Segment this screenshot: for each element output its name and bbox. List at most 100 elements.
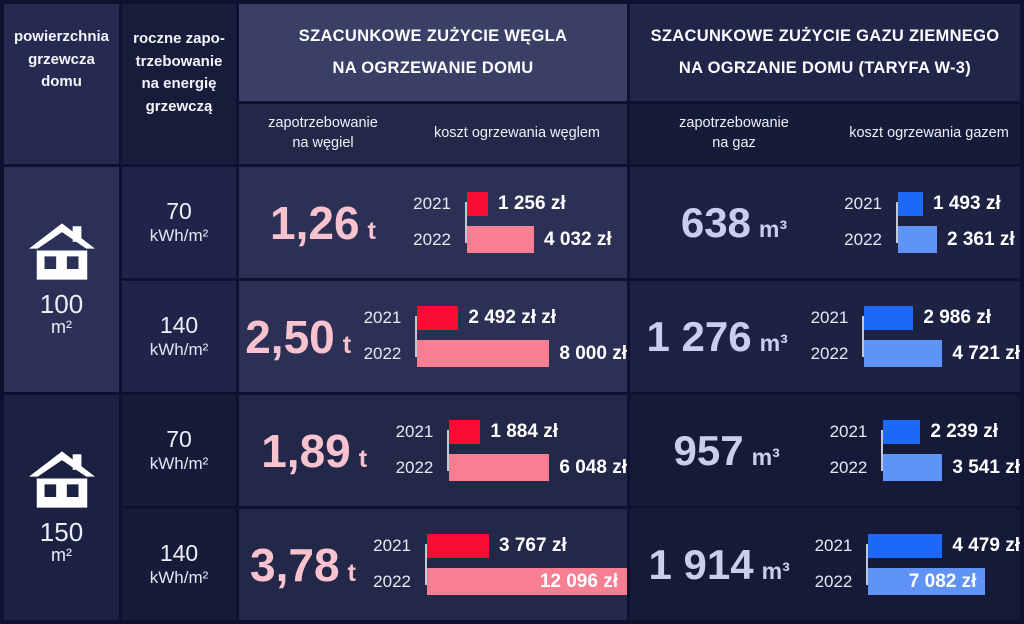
chart-axis-line bbox=[425, 544, 427, 585]
coal-amount-value: 2,50 bbox=[245, 310, 335, 363]
coal-data-cell: 2,50 t 2021 2 492 zł zł 2022 8 000 zł bbox=[239, 281, 627, 392]
gas-data-cell: 638 m³ 2021 1 493 zł 2022 2 361 zł bbox=[630, 167, 1020, 278]
heat-demand-cell: 70 kWh/m² bbox=[122, 395, 236, 506]
year-label: 2021 bbox=[844, 194, 882, 213]
gas-cost-bar-2021 bbox=[864, 306, 914, 330]
gas-cost-bar-2022 bbox=[898, 226, 937, 253]
cost-value-label: 1 884 zł bbox=[490, 421, 558, 442]
gas-subheader-row: zapotrzebowanie na gaz koszt ogrzewania … bbox=[630, 104, 1020, 164]
coal-amount: 3,78 t bbox=[239, 542, 367, 588]
cost-value-label: 2 492 zł zł bbox=[468, 307, 557, 328]
house-area-value: 150 bbox=[39, 516, 84, 547]
gas-cost-chart: 2021 2 986 zł 2022 4 721 zł bbox=[804, 306, 1020, 367]
gas-amount-value: 1 914 bbox=[648, 540, 754, 588]
coal-cost-subheader: koszt ogrzewania węglem bbox=[433, 125, 601, 142]
cost-value-label: 4 479 zł bbox=[952, 535, 1020, 556]
coal-cost-bar-2022 bbox=[417, 340, 550, 367]
chart-axis-line bbox=[862, 316, 865, 357]
coal-amount-unit: t bbox=[342, 330, 352, 359]
coal-data-cell: 1,89 t 2021 1 884 zł 2022 6 048 zł bbox=[239, 395, 627, 506]
coal-bar-row-2021: 2021 3 767 zł bbox=[367, 534, 627, 558]
house-area-value: 100 bbox=[39, 288, 84, 319]
gas-cost-bar-2022: 7 082 zł bbox=[868, 568, 986, 595]
heat-demand-unit: kWh/m² bbox=[149, 568, 209, 588]
chart-axis-line bbox=[415, 316, 418, 357]
heat-demand-cell: 70 kWh/m² bbox=[122, 167, 236, 278]
year-label: 2021 bbox=[363, 308, 402, 327]
gas-section-header: SZACUNKOWE ZUŻYCIE GAZU ZIEMNEGO NA OGRZ… bbox=[630, 4, 1020, 101]
house-100-cell: 100 m² bbox=[4, 167, 119, 392]
cost-value-label: 2 361 zł bbox=[947, 228, 1015, 250]
house-icon bbox=[28, 451, 95, 508]
heat-demand-cell: 140 kWh/m² bbox=[122, 281, 236, 392]
coal-cost-chart: 2021 2 492 zł zł 2022 8 000 zł bbox=[357, 306, 627, 367]
year-label: 2021 bbox=[810, 308, 849, 327]
gas-amount-unit: m³ bbox=[761, 557, 790, 584]
gas-amount: 638 m³ bbox=[630, 198, 838, 246]
year-label: 2021 bbox=[373, 536, 411, 555]
house-icon bbox=[28, 223, 95, 280]
year-label: 2021 bbox=[814, 536, 853, 555]
gas-data-cell: 957 m³ 2021 2 239 zł 2022 3 541 zł bbox=[630, 395, 1020, 506]
coal-amount: 2,50 t bbox=[239, 314, 357, 360]
gas-amount-unit: m³ bbox=[758, 215, 788, 242]
demand-column-header-cell: roczne zapo- trzebowanie na energię grze… bbox=[122, 4, 236, 164]
gas-cost-chart: 2021 2 239 zł 2022 3 541 zł bbox=[823, 420, 1020, 481]
heat-demand-cell: 140 kWh/m² bbox=[122, 509, 236, 620]
cost-value-label: 6 048 zł bbox=[559, 456, 627, 478]
gas-bar-row-2022: 2022 7 082 zł bbox=[808, 568, 1020, 595]
coal-bar-row-2021: 2021 2 492 zł zł bbox=[357, 306, 627, 330]
gas-amount-unit: m³ bbox=[759, 329, 788, 356]
coal-cost-bar-2022 bbox=[449, 454, 550, 481]
coal-section-header: SZACUNKOWE ZUŻYCIE WĘGLA NA OGRZEWANIE D… bbox=[239, 4, 627, 101]
cost-value-label: 8 000 zł bbox=[559, 342, 627, 364]
gas-amount-value: 1 276 bbox=[646, 312, 752, 360]
coal-amount-value: 3,78 bbox=[250, 538, 340, 591]
chart-axis-line bbox=[465, 202, 467, 243]
year-label: 2022 bbox=[814, 571, 853, 591]
area-column-header-cell: powierzchnia grzewcza domu bbox=[4, 4, 119, 164]
coal-data-cell: 1,26 t 2021 1 256 zł 2022 4 032 zł bbox=[239, 167, 627, 278]
gas-bar-row-2022: 2022 3 541 zł bbox=[823, 454, 1020, 481]
coal-section-title: SZACUNKOWE ZUŻYCIE WĘGLA NA OGRZEWANIE D… bbox=[298, 27, 568, 77]
coal-bar-row-2022: 2022 6 048 zł bbox=[389, 454, 627, 481]
coal-demand-subheader: zapotrzebowanie na węgiel bbox=[268, 115, 378, 151]
heat-demand-unit: kWh/m² bbox=[149, 226, 209, 246]
cost-value-label: 3 541 zł bbox=[952, 456, 1020, 478]
gas-cost-chart: 2021 4 479 zł 2022 7 082 zł bbox=[808, 534, 1020, 595]
gas-bar-row-2021: 2021 2 239 zł bbox=[823, 420, 1020, 444]
chart-axis-line bbox=[881, 430, 884, 471]
gas-demand-subheader: zapotrzebowanie na gaz bbox=[679, 115, 789, 151]
gas-bar-row-2021: 2021 4 479 zł bbox=[808, 534, 1020, 558]
cost-value-label: 3 767 zł bbox=[499, 535, 567, 556]
gas-amount: 1 276 m³ bbox=[630, 312, 804, 360]
gas-cost-bar-2021 bbox=[883, 420, 921, 444]
coal-amount: 1,26 t bbox=[239, 200, 407, 246]
coal-bar-row-2022: 2022 12 096 zł bbox=[367, 568, 627, 595]
chart-axis-line bbox=[447, 430, 450, 471]
gas-bar-row-2022: 2022 4 721 zł bbox=[804, 340, 1020, 367]
gas-data-cell: 1 276 m³ 2021 2 986 zł 2022 4 721 zł bbox=[630, 281, 1020, 392]
coal-cost-chart: 2021 1 256 zł 2022 4 032 zł bbox=[407, 192, 627, 253]
year-label: 2022 bbox=[373, 571, 411, 591]
coal-cost-chart: 2021 3 767 zł 2022 12 096 zł bbox=[367, 534, 627, 595]
coal-amount-unit: t bbox=[358, 444, 368, 473]
gas-amount-value: 957 bbox=[673, 426, 744, 474]
cost-value-label: 2 986 zł bbox=[923, 307, 991, 328]
heat-demand-value: 70 bbox=[166, 426, 192, 452]
cost-value-label: 4 032 zł bbox=[544, 228, 612, 250]
coal-amount: 1,89 t bbox=[239, 428, 389, 474]
coal-cost-bar-2022 bbox=[467, 226, 534, 253]
coal-amount-value: 1,26 bbox=[270, 196, 360, 249]
heat-demand-value: 140 bbox=[159, 312, 199, 338]
year-label: 2022 bbox=[844, 229, 882, 249]
gas-amount-value: 638 bbox=[680, 198, 751, 246]
coal-data-cell: 3,78 t 2021 3 767 zł 2022 12 096 zł bbox=[239, 509, 627, 620]
gas-cost-subheader: koszt ogrzewania gazem bbox=[849, 125, 1009, 142]
house-area-unit: m² bbox=[50, 545, 72, 566]
coal-bar-row-2021: 2021 1 256 zł bbox=[407, 192, 627, 216]
chart-axis-line bbox=[896, 202, 898, 243]
gas-cost-bar-2021 bbox=[898, 192, 923, 216]
year-label: 2022 bbox=[363, 343, 402, 363]
